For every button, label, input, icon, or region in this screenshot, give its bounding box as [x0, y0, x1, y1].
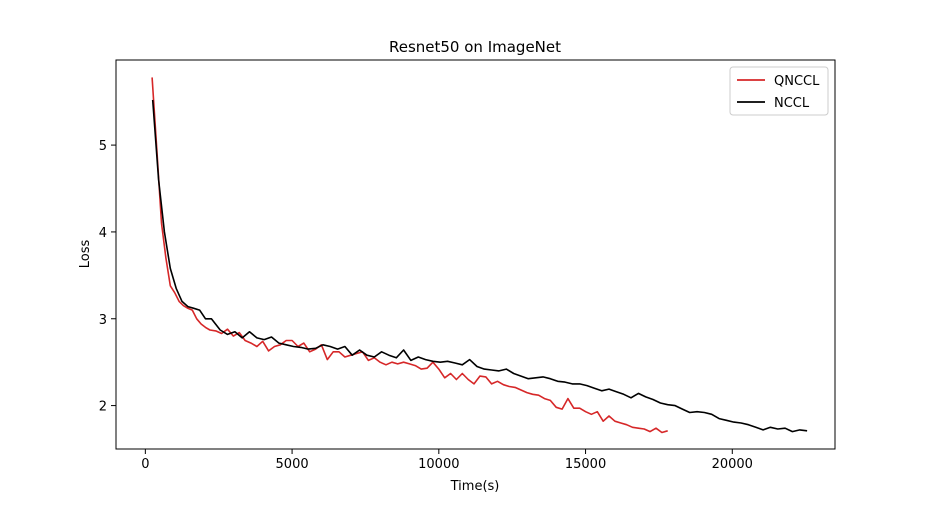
x-axis-ticks: 0 5000 10000 15000 20000	[141, 449, 753, 472]
series-line-nccl	[151, 99, 808, 433]
y-axis-label: Loss	[78, 240, 93, 269]
x-tick-label: 15000	[565, 457, 606, 472]
y-axis-ticks: 2 3 4 5	[99, 139, 116, 415]
series-line-qnccl	[151, 77, 668, 434]
legend-box	[729, 66, 829, 116]
legend: QNCCL NCCL	[729, 66, 829, 116]
axes-frame	[115, 59, 836, 450]
y-tick-label: 4	[99, 226, 107, 241]
x-tick-label: 20000	[712, 457, 753, 472]
x-axis-label: Time(s)	[450, 479, 500, 494]
x-tick-label: 5000	[276, 457, 309, 472]
x-tick-label: 0	[141, 457, 149, 472]
x-tick-label: 10000	[418, 457, 459, 472]
y-tick-label: 5	[99, 139, 107, 154]
chart-title: Resnet50 on ImageNet	[389, 38, 561, 56]
legend-label-qnccl: QNCCL	[774, 74, 820, 89]
legend-label-nccl: NCCL	[774, 96, 810, 111]
plot-lines	[151, 77, 808, 434]
y-tick-label: 3	[99, 313, 107, 328]
y-tick-label: 2	[99, 400, 107, 415]
